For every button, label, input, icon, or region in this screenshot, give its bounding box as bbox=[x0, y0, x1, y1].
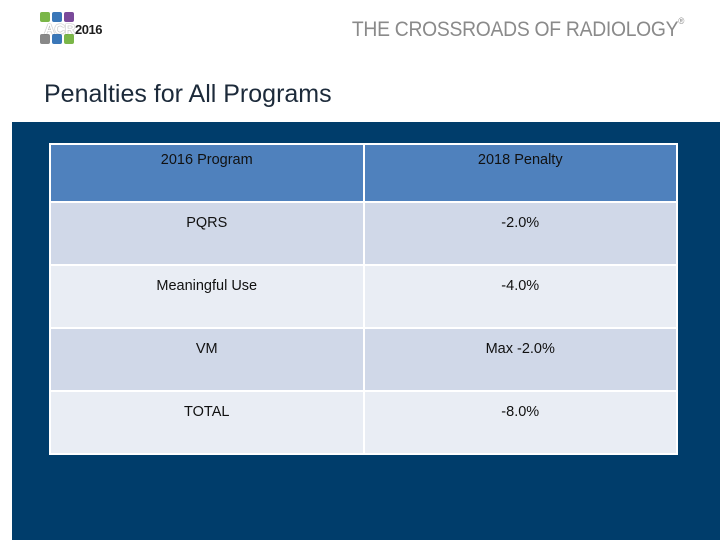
table-row: Meaningful Use -4.0% bbox=[49, 264, 678, 329]
logo-wordmark: ACR2016 bbox=[44, 21, 102, 38]
program-cell: Meaningful Use bbox=[49, 264, 365, 329]
slide-title: Penalties for All Programs bbox=[44, 80, 332, 108]
title-bar: Penalties for All Programs bbox=[28, 62, 720, 122]
conference-tagline: THE CROSSROADS OF RADIOLOGY® bbox=[351, 16, 685, 42]
logo-text: ACR bbox=[44, 21, 76, 38]
slide-header: ACR2016 THE CROSSROADS OF RADIOLOGY® bbox=[0, 0, 720, 60]
tagline-text: THE CROSSROADS OF RADIOLOGY bbox=[351, 18, 679, 41]
acr-logo: ACR2016 bbox=[40, 10, 130, 46]
table-row: TOTAL -8.0% bbox=[49, 390, 678, 455]
penalty-cell: -2.0% bbox=[362, 201, 678, 266]
table-row: VM Max -2.0% bbox=[49, 327, 678, 392]
program-cell: TOTAL bbox=[49, 390, 365, 455]
table-header-row: 2016 Program 2018 Penalty bbox=[49, 143, 678, 203]
penalty-cell: -8.0% bbox=[362, 390, 678, 455]
penalty-cell: -4.0% bbox=[362, 264, 678, 329]
registered-mark: ® bbox=[678, 16, 684, 26]
program-cell: PQRS bbox=[49, 201, 365, 266]
program-cell: VM bbox=[49, 327, 365, 392]
column-header-penalty: 2018 Penalty bbox=[362, 143, 678, 203]
logo-mark-icon bbox=[40, 10, 80, 46]
column-header-program: 2016 Program bbox=[49, 143, 365, 203]
logo-year: 2016 bbox=[75, 22, 102, 37]
penalty-cell: Max -2.0% bbox=[362, 327, 678, 392]
penalties-table: 2016 Program 2018 Penalty PQRS -2.0% Mea… bbox=[49, 143, 678, 455]
table-row: PQRS -2.0% bbox=[49, 201, 678, 266]
